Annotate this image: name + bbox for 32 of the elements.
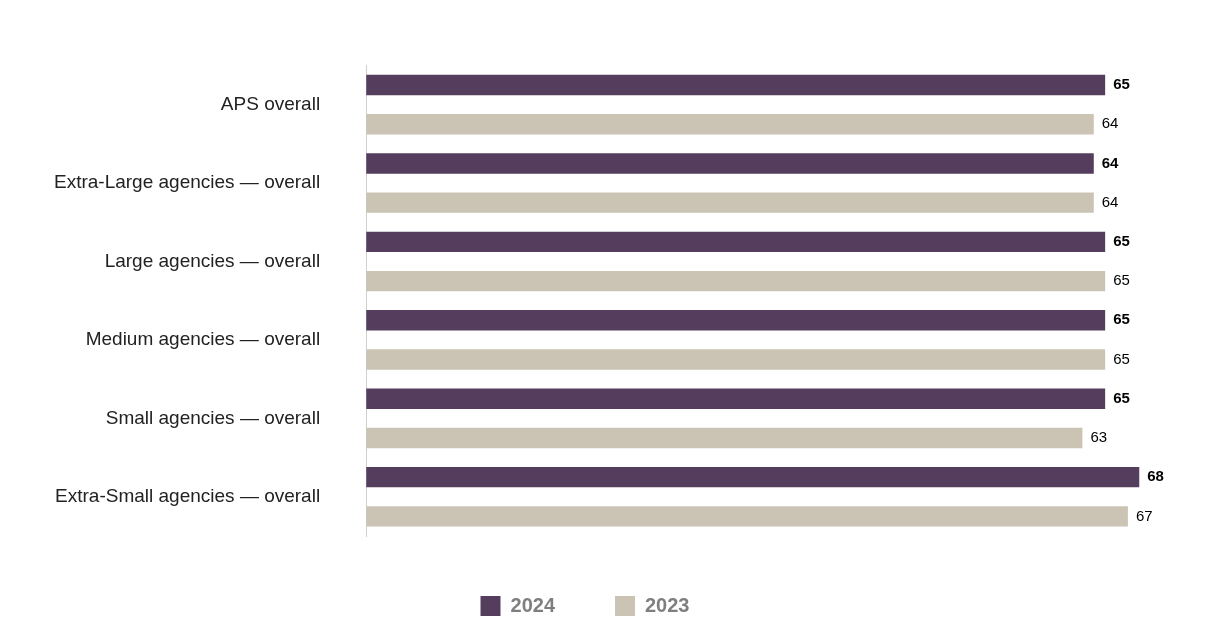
legend-label: 2023 (645, 593, 690, 616)
data-label: 64 (1101, 153, 1120, 171)
data-label: 68 (1147, 467, 1164, 485)
data-label: 63 (1090, 428, 1108, 446)
data-label: 65 (1113, 388, 1130, 406)
bar (366, 74, 1106, 96)
data-label: 67 (1135, 506, 1153, 524)
data-label: 65 (1113, 271, 1130, 289)
bar (366, 114, 1094, 135)
y-tick-label: Large agencies — overall (104, 249, 321, 271)
bar (366, 153, 1094, 174)
data-label: 65 (1113, 349, 1130, 367)
data-label: 65 (1113, 310, 1130, 328)
bar (366, 466, 1140, 488)
bar (366, 506, 1128, 527)
y-tick-label: Extra-Small agencies — overall (55, 485, 321, 507)
data-label: 64 (1101, 114, 1119, 132)
bar (366, 192, 1094, 213)
data-label: 64 (1101, 192, 1119, 210)
bar (366, 270, 1106, 292)
bar (366, 427, 1083, 449)
bar (366, 231, 1106, 253)
y-tick-label: Extra-Large agencies — overall (53, 171, 321, 193)
y-tick-label: Medium agencies — overall (85, 328, 321, 350)
y-tick-label: Small agencies — overall (105, 406, 321, 428)
y-tick-label: APS overall (220, 92, 321, 114)
data-label: 65 (1113, 75, 1130, 93)
bar (366, 349, 1106, 370)
bar (366, 388, 1106, 409)
legend-label: 2024 (510, 593, 556, 616)
data-label: 65 (1113, 232, 1130, 250)
bar (366, 310, 1106, 331)
